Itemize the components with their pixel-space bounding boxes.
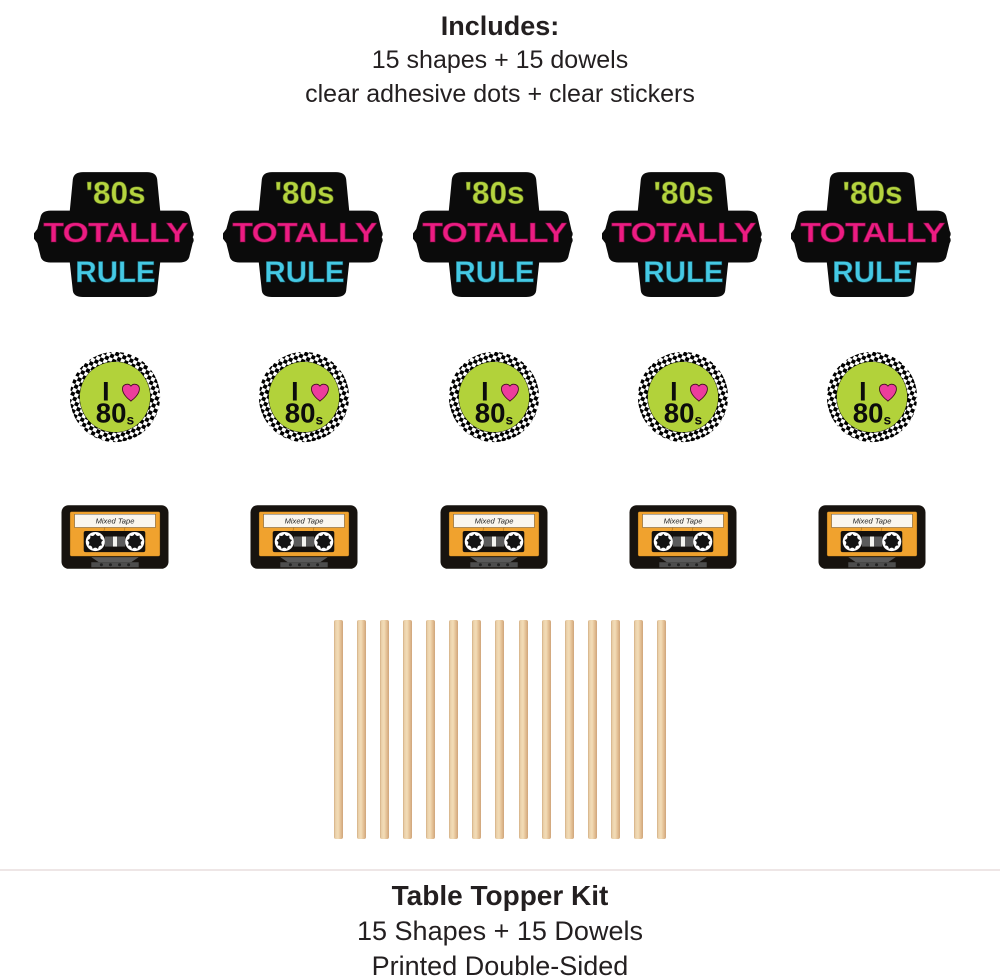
- svg-text:Mixed Tape: Mixed Tape: [96, 516, 135, 525]
- svg-text:'80s: '80s: [654, 176, 714, 211]
- svg-text:'80s: '80s: [843, 176, 903, 211]
- svg-text:TOTALLY: TOTALLY: [800, 217, 944, 248]
- svg-text:TOTALLY: TOTALLY: [611, 217, 755, 248]
- svg-text:Mixed Tape: Mixed Tape: [853, 516, 892, 525]
- svg-text:Mixed Tape: Mixed Tape: [285, 516, 324, 525]
- svg-text:RULE: RULE: [454, 256, 534, 289]
- svg-text:Mixed Tape: Mixed Tape: [475, 516, 514, 525]
- svg-text:'80s: '80s: [86, 176, 146, 211]
- svg-text:TOTALLY: TOTALLY: [43, 217, 187, 248]
- svg-text:'80s: '80s: [465, 176, 525, 211]
- svg-text:TOTALLY: TOTALLY: [232, 217, 376, 248]
- svg-text:TOTALLY: TOTALLY: [422, 217, 566, 248]
- svg-text:RULE: RULE: [643, 256, 723, 289]
- svg-text:RULE: RULE: [832, 256, 912, 289]
- svg-text:Mixed Tape: Mixed Tape: [664, 516, 703, 525]
- svg-text:'80s: '80s: [275, 176, 335, 211]
- svg-text:RULE: RULE: [264, 256, 344, 289]
- svg-text:RULE: RULE: [75, 256, 155, 289]
